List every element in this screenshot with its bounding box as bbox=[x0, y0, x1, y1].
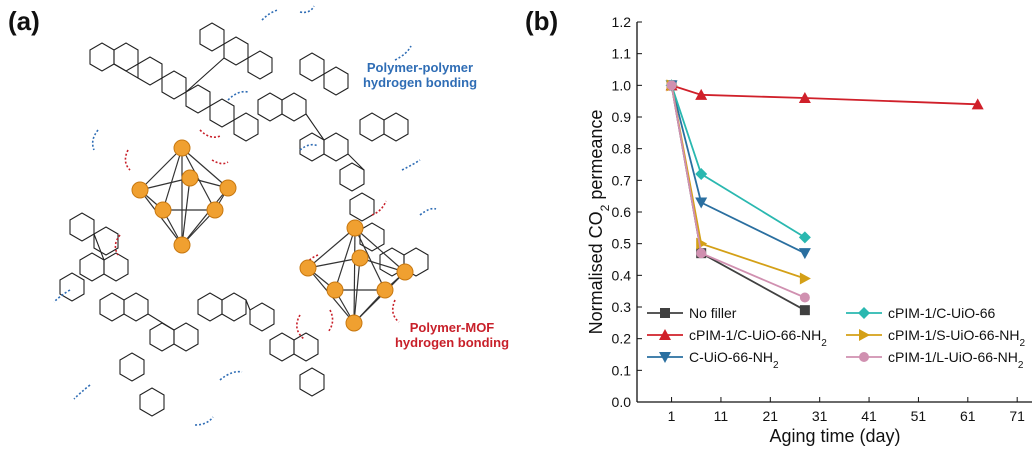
data-point bbox=[971, 98, 984, 110]
polymer-backbone bbox=[59, 22, 429, 417]
x-axis-label: Aging time (day) bbox=[769, 426, 900, 446]
x-tick-label: 41 bbox=[861, 408, 877, 424]
y-tick-label: 0.5 bbox=[612, 236, 632, 252]
polymer-hydrogen-bonds bbox=[53, 5, 437, 426]
data-point bbox=[659, 352, 671, 363]
x-tick-label: 1 bbox=[668, 408, 676, 424]
legend-label: cPIM-1/S-UiO-66-NH2 bbox=[888, 327, 1025, 349]
legend-label: C-UiO-66-NH2 bbox=[689, 349, 779, 371]
data-point bbox=[695, 88, 708, 100]
y-tick-label: 0.4 bbox=[612, 267, 632, 283]
polymer-bonding-annotation-line2: hydrogen bonding bbox=[363, 75, 477, 90]
data-point bbox=[695, 197, 708, 209]
y-tick-label: 0.2 bbox=[612, 331, 632, 347]
x-tick-label: 61 bbox=[960, 408, 976, 424]
legend-item: cPIM-1/C-UiO-66-NH2 bbox=[647, 327, 827, 349]
legend-label: cPIM-1/C-UiO-66-NH2 bbox=[689, 327, 827, 349]
y-axis-label: Normalised CO2 permeance bbox=[586, 110, 612, 335]
polymer-bonding-annotation-line1: Polymer-polymer bbox=[367, 60, 473, 75]
data-point bbox=[798, 231, 811, 244]
data-point bbox=[695, 168, 708, 180]
data-point bbox=[660, 308, 670, 318]
series-line bbox=[670, 85, 806, 280]
mof-cluster-1 bbox=[131, 139, 237, 254]
legend-label: No filler bbox=[689, 305, 737, 321]
data-point bbox=[859, 352, 869, 362]
mof-cluster-2 bbox=[299, 219, 414, 332]
y-tick-label: 1.2 bbox=[612, 14, 632, 30]
legend-item: C-UiO-66-NH2 bbox=[647, 349, 779, 371]
x-tick-label: 11 bbox=[714, 408, 729, 424]
data-point bbox=[798, 92, 811, 103]
y-tick-label: 0.3 bbox=[612, 299, 632, 315]
series-1 bbox=[665, 79, 984, 110]
series-5 bbox=[666, 80, 810, 303]
y-tick-label: 0.7 bbox=[612, 172, 632, 188]
y-tick-label: 0.0 bbox=[612, 394, 632, 410]
y-tick-label: 0.1 bbox=[612, 362, 632, 378]
series-line bbox=[670, 85, 806, 254]
data-point bbox=[799, 305, 810, 316]
y-tick-label: 1.0 bbox=[612, 77, 632, 93]
series-line bbox=[671, 84, 978, 106]
data-point bbox=[859, 329, 870, 341]
y-tick-label: 0.6 bbox=[612, 204, 632, 220]
chart-legend: No filler cPIM-1/C-UiO-66 cPIM-1/C-UiO-66-… bbox=[647, 305, 1025, 371]
chart-series bbox=[665, 79, 984, 316]
x-tick-label: 71 bbox=[1009, 408, 1025, 424]
data-point bbox=[798, 248, 811, 260]
x-tick-label: 31 bbox=[812, 408, 828, 424]
series-3 bbox=[665, 79, 811, 244]
legend-label: cPIM-1/L-UiO-66-NH2 bbox=[888, 349, 1024, 371]
data-point bbox=[799, 292, 810, 303]
mof-bonding-annotation-line1: Polymer-MOF bbox=[410, 320, 495, 335]
panel-a-schematic: Polymer-polymer hydrogen bonding Polymer… bbox=[53, 5, 509, 426]
legend-label: cPIM-1/C-UiO-66 bbox=[888, 305, 996, 321]
data-point bbox=[659, 329, 671, 340]
legend-item: cPIM-1/L-UiO-66-NH2 bbox=[846, 349, 1024, 371]
chart-axes: 0.0 0.1 0.2 0.3 0.4 0.5 0.6 0.7 0.8 0.9 1.0 1.1 1.2 1… bbox=[612, 14, 1032, 424]
legend-item: cPIM-1/S-UiO-66-NH2 bbox=[846, 327, 1025, 349]
polymer-chain-bottom bbox=[119, 292, 325, 417]
data-point bbox=[799, 272, 811, 285]
panel-a-label: (a) bbox=[8, 6, 40, 36]
panel-b-label: (b) bbox=[525, 6, 559, 36]
y-tick-label: 0.8 bbox=[612, 141, 632, 157]
data-point bbox=[858, 307, 870, 319]
mof-bonding-annotation-line2: hydrogen bonding bbox=[395, 335, 509, 350]
series-0 bbox=[666, 80, 810, 316]
data-point bbox=[666, 80, 677, 91]
x-tick-label: 51 bbox=[911, 408, 927, 424]
x-tick-label: 21 bbox=[763, 408, 779, 424]
y-tick-label: 0.9 bbox=[612, 109, 632, 125]
legend-item: No filler bbox=[647, 305, 737, 321]
legend-item: cPIM-1/C-UiO-66 bbox=[846, 305, 996, 321]
y-tick-label: 1.1 bbox=[612, 46, 632, 62]
data-point bbox=[696, 237, 708, 250]
data-point bbox=[696, 248, 707, 259]
